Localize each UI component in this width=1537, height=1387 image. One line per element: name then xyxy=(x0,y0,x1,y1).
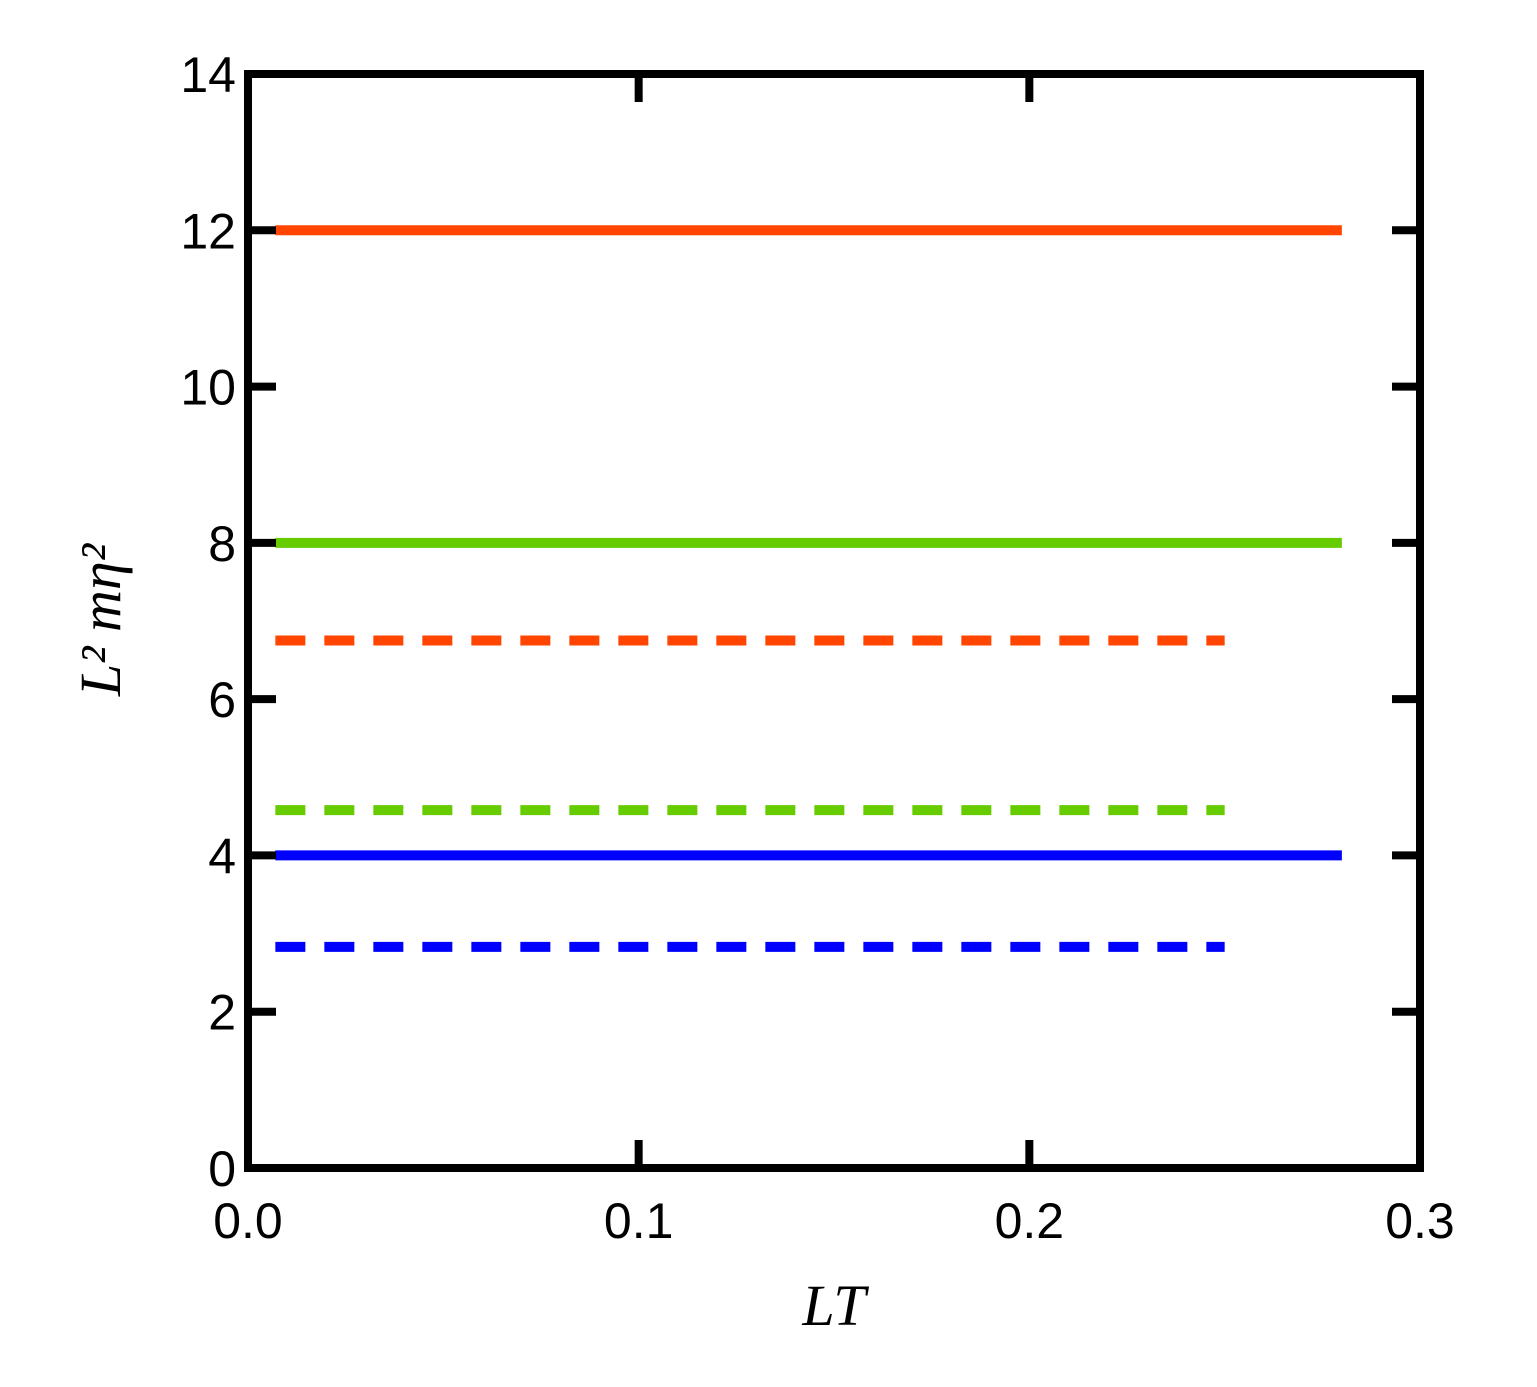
y-tick-label: 8 xyxy=(208,516,236,572)
x-tick-label: 0.2 xyxy=(995,1193,1065,1249)
y-tick-label: 14 xyxy=(180,47,236,103)
x-axis-title: LT xyxy=(801,1273,869,1338)
x-tick-label: 0.3 xyxy=(1385,1193,1455,1249)
plot-frame xyxy=(244,70,1424,1172)
x-tick-label: 0.1 xyxy=(604,1193,674,1249)
y-tick-label: 2 xyxy=(208,985,236,1041)
x-tick-label: 0.0 xyxy=(213,1193,283,1249)
y-tick-label: 6 xyxy=(208,672,236,728)
y-tick-label: 0 xyxy=(208,1141,236,1197)
y-axis-title: L² mη² xyxy=(68,542,133,697)
y-tick-label: 10 xyxy=(180,360,236,416)
y-tick-label: 12 xyxy=(180,203,236,259)
y-tick-label: 4 xyxy=(208,828,236,884)
